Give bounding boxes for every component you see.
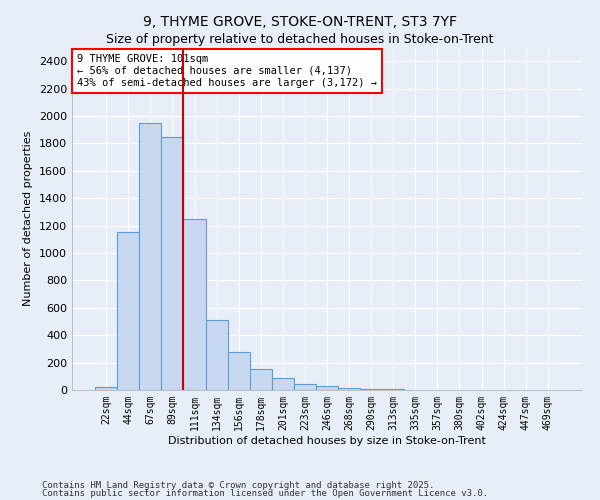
Bar (338, 388, 360, 390)
Bar (139, 123, 161, 390)
Bar (294, 384, 316, 390)
Bar (95, 386, 117, 390)
Bar (206, 320, 227, 390)
X-axis label: Distribution of detached houses by size in Stoke-on-Trent: Distribution of detached houses by size … (168, 436, 486, 446)
Bar (161, 136, 184, 390)
Text: Contains HM Land Registry data © Crown copyright and database right 2025.: Contains HM Land Registry data © Crown c… (42, 480, 434, 490)
Bar (117, 232, 139, 390)
Bar (184, 219, 206, 390)
Text: 9 THYME GROVE: 101sqm
← 56% of detached houses are smaller (4,137)
43% of semi-d: 9 THYME GROVE: 101sqm ← 56% of detached … (77, 54, 377, 88)
Bar (227, 352, 250, 390)
Text: Contains public sector information licensed under the Open Government Licence v3: Contains public sector information licen… (42, 489, 488, 498)
Bar (316, 386, 338, 390)
Bar (272, 378, 294, 390)
Text: Size of property relative to detached houses in Stoke-on-Trent: Size of property relative to detached ho… (106, 32, 494, 46)
Text: 9, THYME GROVE, STOKE-ON-TRENT, ST3 7YF: 9, THYME GROVE, STOKE-ON-TRENT, ST3 7YF (143, 15, 457, 29)
Y-axis label: Number of detached properties: Number of detached properties (23, 131, 34, 306)
Bar (250, 369, 272, 390)
Bar (360, 389, 382, 390)
